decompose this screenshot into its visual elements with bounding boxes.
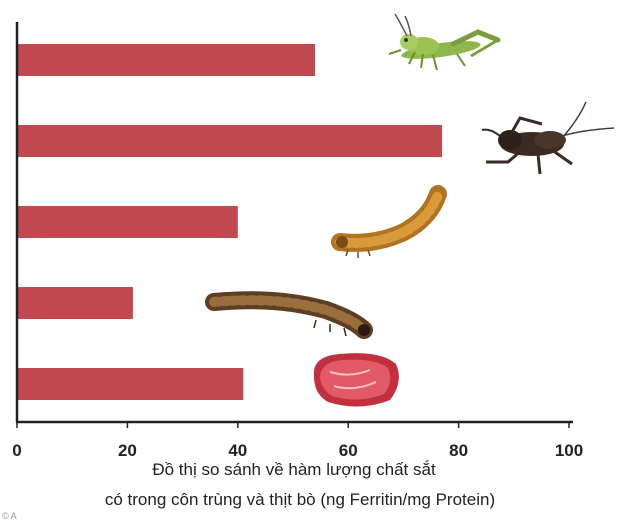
x-tick-label: 80: [449, 441, 468, 460]
chart-caption-line-1: Đồ thị so sánh về hàm lượng chất sắt: [152, 460, 436, 479]
cricket-icon: [481, 101, 615, 175]
x-tick-label: 0: [12, 441, 21, 460]
x-tick-label: 100: [555, 441, 583, 460]
x-tick-label: 60: [339, 441, 358, 460]
corner-mark: © A: [2, 511, 17, 521]
bar-mealworm: [17, 206, 238, 238]
beef-icon: [313, 353, 399, 407]
buffalo-worm-icon: [205, 291, 373, 339]
mealworm-icon: [331, 185, 447, 258]
x-tick-label: 20: [118, 441, 137, 460]
axes: [15, 22, 573, 424]
bar-beef: [17, 368, 244, 400]
chart-caption-line-2: có trong côn trùng và thịt bò (ng Ferrit…: [105, 490, 495, 509]
bar-cricket: [17, 125, 443, 157]
grasshopper-icon: [388, 13, 501, 71]
bar-grasshopper: [17, 44, 316, 76]
x-ticks: 0 20 40 60 80 100: [12, 422, 583, 460]
bars: [17, 44, 443, 400]
bar-buffalo-worm: [17, 287, 133, 319]
x-tick-label: 40: [228, 441, 247, 460]
